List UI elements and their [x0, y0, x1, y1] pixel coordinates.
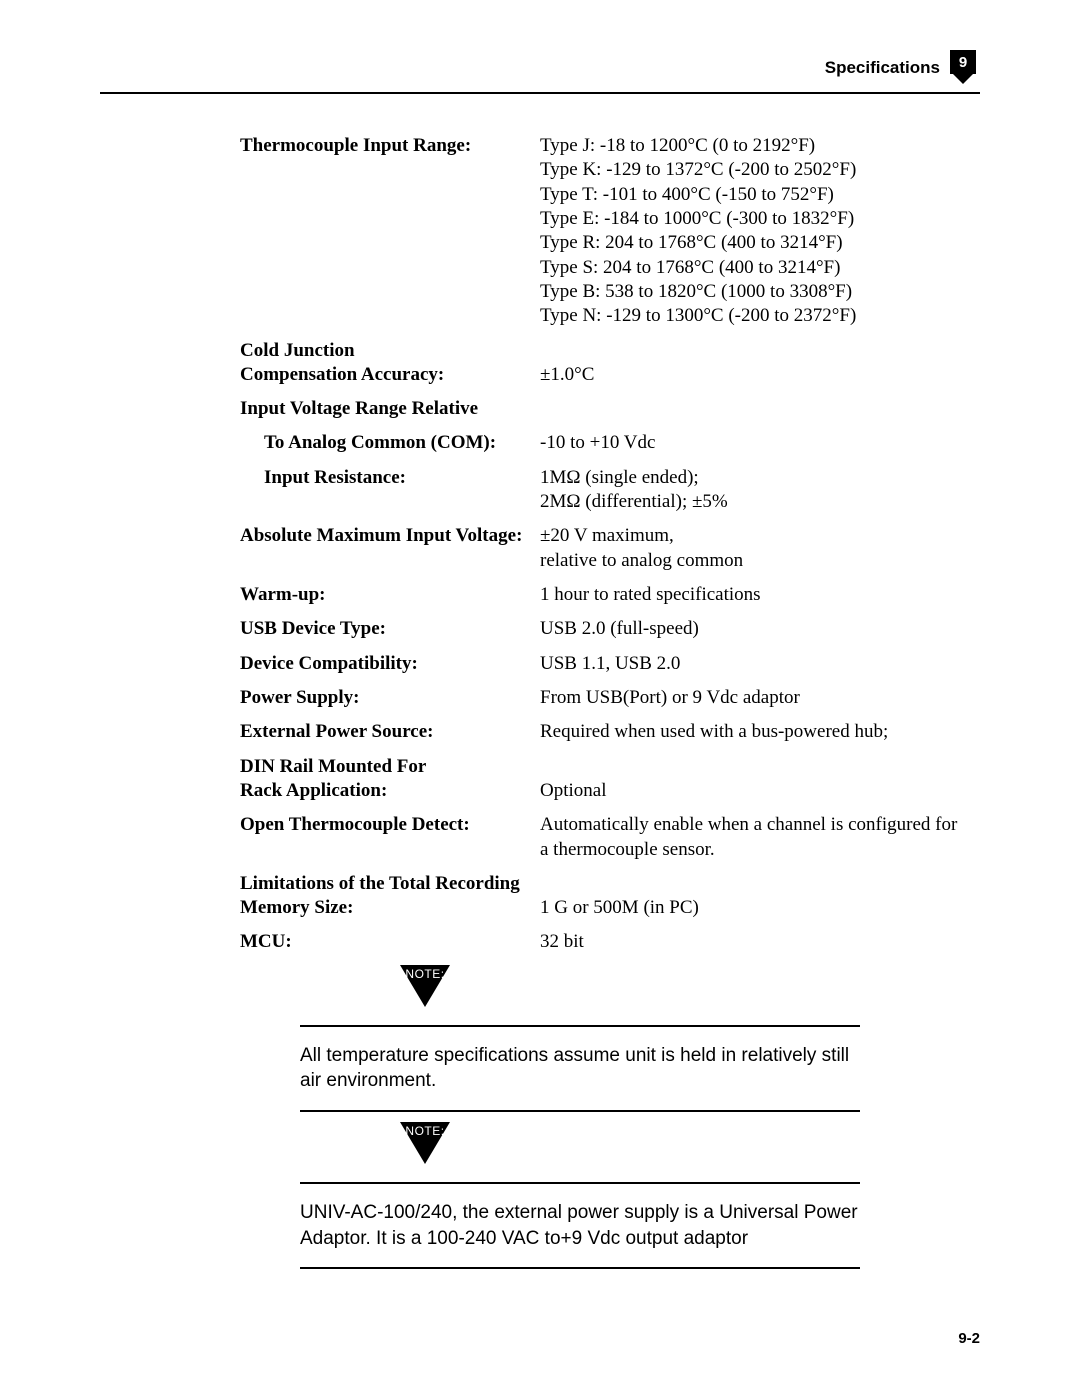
- note-rule-top: [300, 1182, 860, 1184]
- spec-value: 1MΩ (single ended);2MΩ (differential); ±…: [540, 466, 970, 515]
- spec-value: Required when used with a bus-powered hu…: [540, 720, 970, 744]
- spec-label: Input Resistance:: [240, 466, 540, 515]
- spec-row: Input Voltage Range Relative: [240, 397, 970, 421]
- spec-value: Type J: -18 to 1200°C (0 to 2192°F)Type …: [540, 134, 970, 329]
- note-rule-top: [300, 1025, 860, 1027]
- spec-value: USB 1.1, USB 2.0: [540, 652, 970, 676]
- spec-row: Device Compatibility:USB 1.1, USB 2.0: [240, 652, 970, 676]
- spec-label: Device Compatibility:: [240, 652, 540, 676]
- badge-triangle-icon: [953, 74, 973, 84]
- page: Specifications 9 Thermocouple Input Rang…: [0, 0, 1080, 1397]
- spec-row: Absolute Maximum Input Voltage:±20 V max…: [240, 524, 970, 573]
- spec-value: -10 to +10 Vdc: [540, 431, 970, 455]
- spec-row: Power Supply:From USB(Port) or 9 Vdc ada…: [240, 686, 970, 710]
- spec-value: ±20 V maximum,relative to analog common: [540, 524, 970, 573]
- note-icon: NOTE:: [400, 1122, 450, 1172]
- spec-value: 1 G or 500M (in PC): [540, 872, 970, 921]
- spec-value: [540, 397, 970, 421]
- spec-label: Cold JunctionCompensation Accuracy:: [240, 339, 540, 388]
- spec-value: 32 bit: [540, 930, 970, 954]
- notes-container: NOTE: All temperature specifications assu…: [100, 965, 980, 1270]
- spec-value: USB 2.0 (full-speed): [540, 617, 970, 641]
- note-block: UNIV-AC-100/240, the external power supp…: [300, 1182, 860, 1269]
- spec-row: External Power Source:Required when used…: [240, 720, 970, 744]
- chapter-number: 9: [950, 50, 976, 74]
- note-icon: NOTE:: [400, 965, 450, 1015]
- spec-label: Power Supply:: [240, 686, 540, 710]
- spec-value: Optional: [540, 755, 970, 804]
- note-body: All temperature specifications assume un…: [300, 1037, 860, 1100]
- spec-value: Automatically enable when a channel is c…: [540, 813, 970, 862]
- spec-row: DIN Rail Mounted ForRack Application: Op…: [240, 755, 970, 804]
- spec-label: Limitations of the Total RecordingMemory…: [240, 872, 540, 921]
- page-number: 9-2: [958, 1330, 980, 1347]
- spec-value: 1 hour to rated specifications: [540, 583, 970, 607]
- spec-row: Open Thermocouple Detect:Automatically e…: [240, 813, 970, 862]
- note-block: All temperature specifications assume un…: [300, 1025, 860, 1112]
- note-rule-bottom: [300, 1110, 860, 1112]
- spec-value: ±1.0°C: [540, 339, 970, 388]
- note-tag: NOTE:: [400, 1124, 450, 1138]
- spec-row: Warm-up:1 hour to rated specifications: [240, 583, 970, 607]
- specifications-list: Thermocouple Input Range:Type J: -18 to …: [240, 134, 970, 955]
- spec-label: Input Voltage Range Relative: [240, 397, 540, 421]
- spec-label: Open Thermocouple Detect:: [240, 813, 540, 862]
- spec-row: Cold JunctionCompensation Accuracy: ±1.0…: [240, 339, 970, 388]
- note-tag: NOTE:: [400, 967, 450, 981]
- spec-label: DIN Rail Mounted ForRack Application:: [240, 755, 540, 804]
- spec-label: USB Device Type:: [240, 617, 540, 641]
- chapter-badge: 9: [950, 50, 980, 86]
- spec-row: Limitations of the Total RecordingMemory…: [240, 872, 970, 921]
- spec-row: Thermocouple Input Range:Type J: -18 to …: [240, 134, 970, 329]
- spec-label: MCU:: [240, 930, 540, 954]
- spec-label: External Power Source:: [240, 720, 540, 744]
- spec-row: To Analog Common (COM):-10 to +10 Vdc: [240, 431, 970, 455]
- page-header: Specifications 9: [100, 50, 980, 86]
- note-rule-bottom: [300, 1267, 860, 1269]
- header-rule: [100, 92, 980, 94]
- spec-row: MCU:32 bit: [240, 930, 970, 954]
- spec-value: From USB(Port) or 9 Vdc adaptor: [540, 686, 970, 710]
- header-title: Specifications: [825, 58, 940, 78]
- spec-label: Absolute Maximum Input Voltage:: [240, 524, 540, 573]
- spec-label: Thermocouple Input Range:: [240, 134, 540, 329]
- spec-row: Input Resistance:1MΩ (single ended);2MΩ …: [240, 466, 970, 515]
- spec-label: To Analog Common (COM):: [240, 431, 540, 455]
- note-body: UNIV-AC-100/240, the external power supp…: [300, 1194, 860, 1257]
- spec-label: Warm-up:: [240, 583, 540, 607]
- spec-row: USB Device Type:USB 2.0 (full-speed): [240, 617, 970, 641]
